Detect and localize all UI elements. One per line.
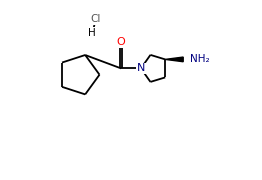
Polygon shape [165, 57, 183, 62]
Text: N: N [137, 63, 145, 73]
Text: O: O [117, 37, 125, 47]
Text: H: H [89, 28, 96, 38]
Text: Cl: Cl [91, 14, 101, 24]
Text: NH₂: NH₂ [190, 54, 210, 64]
